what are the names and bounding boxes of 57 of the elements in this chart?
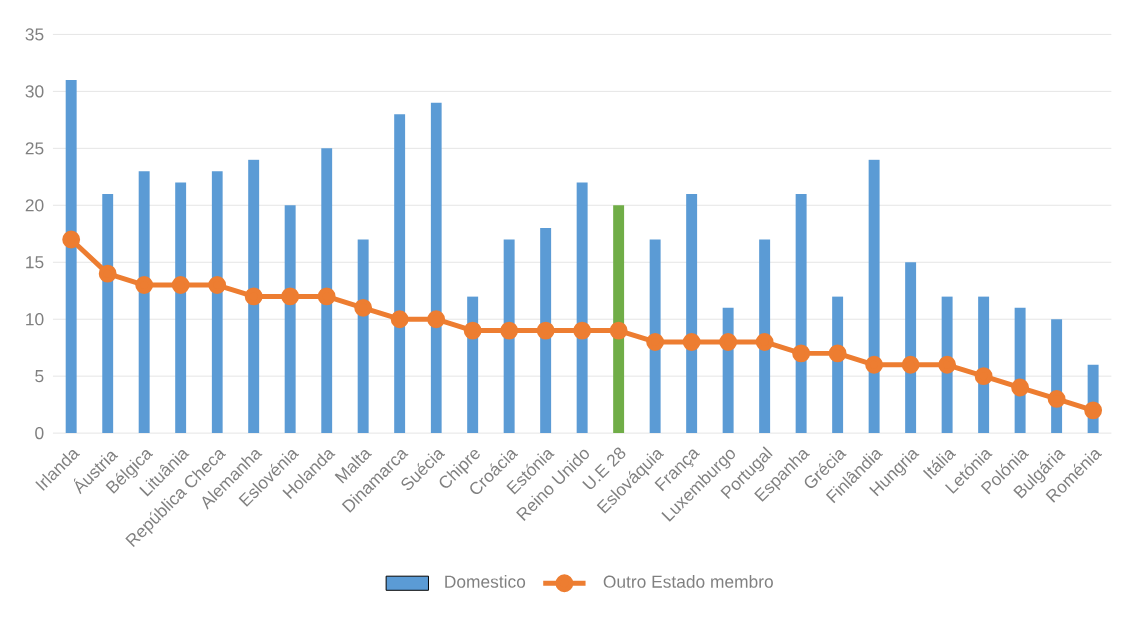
bar: [65, 80, 77, 434]
point: [354, 298, 373, 317]
y-tick-label: 20: [25, 199, 44, 212]
point: [646, 333, 665, 351]
point: [171, 276, 190, 294]
point: [682, 333, 701, 351]
y-tick-label: 0: [35, 426, 44, 440]
point: [974, 367, 993, 386]
point: [938, 355, 957, 374]
legend-label: Outro Estado membro: [603, 575, 773, 588]
point: [719, 333, 738, 351]
point: [865, 355, 884, 374]
point: [427, 310, 446, 329]
point: [1047, 390, 1066, 408]
y-tick-label: 10: [26, 313, 44, 326]
bar: [211, 171, 223, 434]
point: [208, 276, 227, 294]
bar: [175, 182, 187, 434]
bar: [795, 193, 807, 434]
bar: [540, 228, 552, 434]
bar: [394, 114, 406, 434]
point: [755, 333, 774, 351]
point: [792, 344, 811, 363]
bar: [138, 171, 150, 434]
point: [463, 321, 482, 340]
bar: [284, 205, 296, 434]
y-tick-label: 5: [35, 370, 44, 383]
point: [828, 344, 847, 363]
point: [317, 287, 336, 306]
bar: [868, 159, 880, 434]
point: [901, 355, 920, 374]
y-tick-label: 30: [25, 85, 44, 98]
bar: [430, 102, 442, 434]
y-tick-label: 25: [25, 142, 44, 155]
bar: [686, 193, 698, 434]
point: [573, 321, 592, 340]
bar: [613, 205, 625, 434]
bar: [503, 239, 515, 434]
point: [390, 310, 409, 329]
point: [62, 230, 81, 249]
legend-label: Domestico: [445, 575, 526, 588]
bar: [248, 159, 260, 434]
point: [1084, 401, 1103, 420]
bar: [576, 182, 588, 434]
bar: [759, 239, 771, 434]
point: [98, 264, 117, 283]
point: [609, 321, 628, 340]
bar: [649, 239, 661, 434]
point: [135, 276, 154, 294]
point: [500, 321, 519, 340]
point: [536, 321, 555, 340]
point: [244, 287, 263, 306]
point: [281, 287, 300, 306]
point: [1011, 378, 1030, 397]
y-tick-label: 35: [25, 28, 44, 41]
y-tick-label: 15: [26, 256, 44, 269]
bar: [357, 239, 369, 434]
